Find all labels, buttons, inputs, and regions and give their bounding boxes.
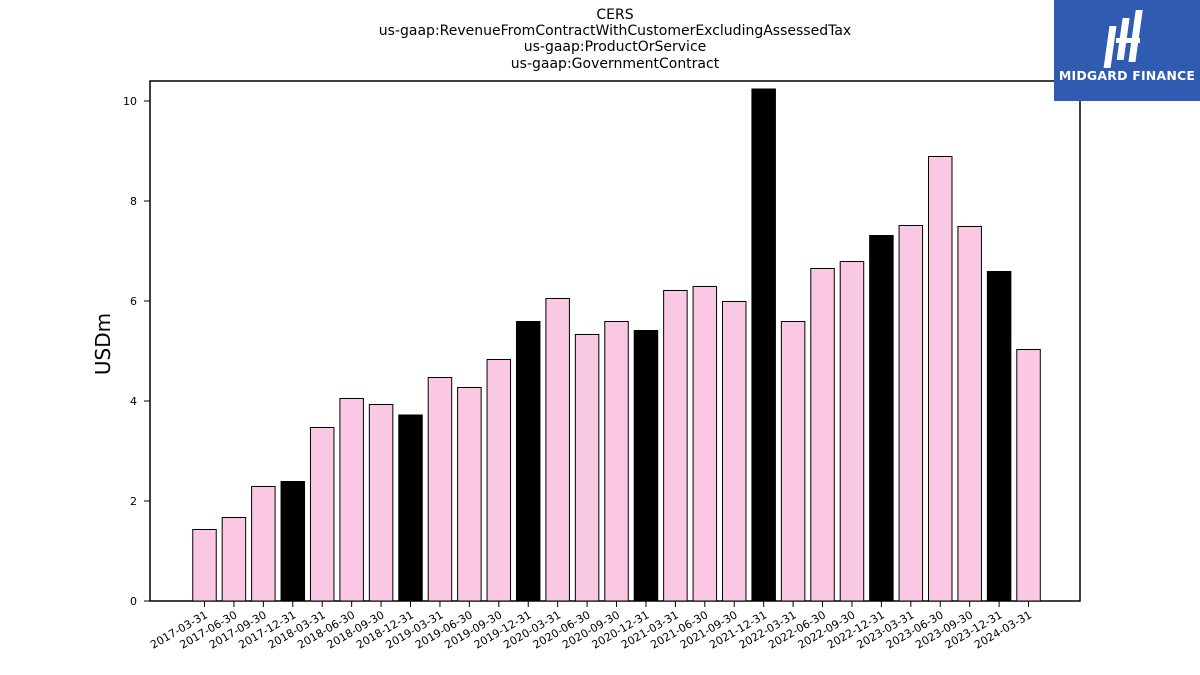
bar [869, 235, 894, 602]
bar [928, 156, 953, 602]
y-tick-label: 6 [130, 295, 137, 308]
midgard-logo-icon [1103, 10, 1143, 68]
bar [986, 271, 1012, 602]
bar [663, 290, 688, 602]
bar [898, 225, 924, 602]
bar [780, 321, 806, 602]
midgard-finance-logo: MIDGARD FINANCE [1054, 0, 1200, 101]
bar [574, 334, 600, 602]
chart-title-line-4: us-gaap:GovernmentContract [510, 56, 720, 72]
bar [398, 414, 423, 602]
y-axis-label: USDm [91, 313, 115, 375]
bar [368, 404, 394, 602]
y-tick-label: 4 [130, 395, 137, 408]
logo-text: MIDGARD FINANCE [1058, 68, 1196, 83]
y-tick-label: 0 [130, 595, 137, 608]
bar [251, 486, 276, 602]
bar [515, 321, 541, 602]
bar [957, 226, 982, 602]
bar [545, 298, 570, 602]
chart-title-line-1: CERS [596, 7, 634, 23]
bar [633, 330, 659, 602]
bar [280, 481, 306, 602]
y-tick-label: 8 [130, 195, 137, 208]
bar [457, 387, 482, 602]
chart-title-line-3: us-gaap:ProductOrService [523, 39, 707, 55]
bar [692, 286, 718, 602]
y-tick-label: 2 [130, 495, 137, 508]
bar [751, 88, 776, 602]
chart-title-line-2: us-gaap:RevenueFromContractWithCustomerE… [378, 23, 852, 39]
bar [309, 427, 335, 602]
y-tick-label: 10 [123, 95, 137, 108]
bar [427, 377, 453, 602]
bar [604, 321, 629, 602]
bar [221, 517, 247, 602]
bar [192, 529, 217, 602]
bar [839, 261, 865, 602]
bar [810, 268, 835, 602]
bar [486, 359, 512, 602]
bar [339, 398, 364, 602]
bar [1016, 349, 1041, 602]
bar [721, 301, 747, 602]
